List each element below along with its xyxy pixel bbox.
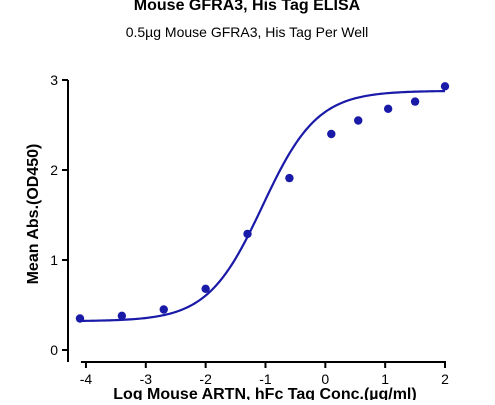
y-tick-label: 1 — [50, 252, 58, 268]
data-point — [285, 173, 294, 183]
x-tick-label: 2 — [441, 371, 449, 387]
y-tick-label: 2 — [50, 162, 58, 178]
fit-curve-layer — [79, 89, 446, 323]
data-point — [440, 82, 450, 91]
x-tick-label: 1 — [381, 371, 389, 387]
x-tick-label: -3 — [140, 371, 153, 387]
axes: 0 1 2 3 -4 -3 -2 -1 0 1 2 — [50, 72, 449, 387]
x-tick-label: 0 — [321, 371, 329, 387]
y-tick-label: 0 — [50, 342, 58, 358]
data-point — [410, 97, 420, 106]
data-point — [383, 104, 393, 114]
x-tick-label: -4 — [80, 371, 93, 387]
chart-title: Mouse GFRA3, His Tag ELISA — [134, 0, 361, 14]
data-point — [159, 305, 168, 314]
y-axis-label: Mean Abs.(OD450) — [25, 144, 42, 285]
data-points — [75, 82, 450, 323]
y-tick-label: 3 — [50, 72, 58, 88]
x-tick-label: -1 — [259, 371, 272, 387]
data-point — [327, 129, 336, 139]
x-tick-label: -2 — [199, 371, 212, 387]
data-point — [117, 311, 127, 320]
chart-subtitle: 0.5µg Mouse GFRA3, His Tag Per Well — [126, 24, 369, 40]
data-point — [201, 284, 210, 293]
fit-curve — [79, 89, 446, 323]
data-point — [354, 116, 363, 125]
x-axis-label: Log Mouse ARTN, hFc Tag Conc.(µg/ml) — [113, 386, 416, 400]
data-point — [75, 314, 85, 323]
data-point — [243, 229, 252, 239]
